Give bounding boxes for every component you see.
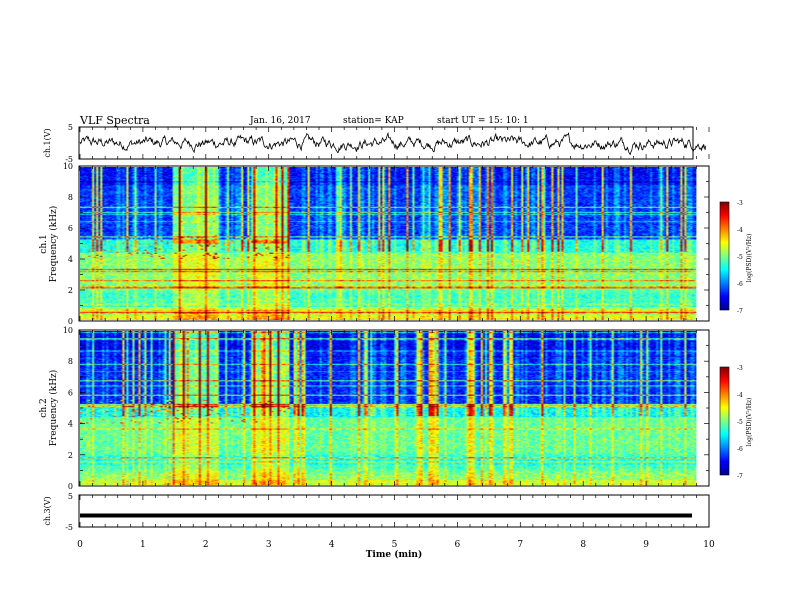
ch3-waveform-ylabel: ch.3(V) [43,496,52,525]
ch2-spectrogram-ylabel-freq: Frequency (kHz) [48,370,59,447]
station-label: station= KAP [343,116,404,126]
ch2-cb-tick-m3: -3 [737,365,743,372]
y-tick-label: 0 [68,482,73,491]
ch2-colorbar-label: log(PSD)(V²/Hz) [746,398,753,447]
ch2-spectrogram-panel: 0 2 4 6 8 10 ch.2 Frequency (kHz) [39,326,710,491]
y-tick-label: 4 [68,420,73,429]
ch1-waveform-frame [78,126,694,160]
y-tick-label: 4 [68,255,73,264]
ch3-waveform-panel: 5 -5 ch.3(V) 0 1 2 3 4 5 6 7 8 9 10 Time (min) [43,492,715,560]
ch2-spectrogram-xticks [79,330,710,486]
ch2-spectrogram-yticks: 0 2 4 6 8 10 [63,326,709,491]
ch1-colorbar-gradient [719,201,730,311]
x-tick-label: 8 [580,540,586,550]
ch1-waveform-ylabel: ch.1(V) [43,128,52,157]
ch2-cb-tick-m7: -7 [737,473,743,480]
ch1-spectrogram-xticks [79,166,710,321]
ch2-cb-tick-m5: -5 [737,419,743,426]
y-tick-label: 10 [63,162,73,171]
x-tick-label: 10 [703,540,715,550]
start-time-label: start UT = 15: 10: 1 [437,116,529,126]
ch2-cb-tick-m4: -4 [737,392,743,399]
ch1-colorbar-label: log(PSD)(V²/Hz) [746,234,753,283]
x-tick-label: 9 [643,540,649,550]
ch1-colorbar: -3 -4 -5 -6 -7 log(PSD)(V²/Hz) [719,200,753,315]
ch1-waveform-xticks [79,127,710,159]
x-tick-label: 0 [77,540,83,550]
date-label: Jan. 16, 2017 [249,116,311,126]
ch1-cb-tick-m6: -6 [737,281,743,288]
ch1-ytick-top: 5 [68,123,73,132]
ch3-waveform-xticks [79,495,710,527]
ch1-spectrogram-image [80,167,697,320]
ch2-spectrogram-ylabel-channel: ch.2 [39,398,49,417]
x-tick-label: 2 [203,540,209,550]
x-tick-label: 3 [266,540,272,550]
y-tick-label: 0 [68,317,73,326]
ch1-cb-tick-m4: -4 [737,227,743,234]
ch3-waveform-trace [80,513,692,518]
ch2-spectrogram-image [80,331,697,485]
ch1-spectrogram-ylabel-channel: ch.1 [39,234,49,253]
x-tick-label: 4 [329,540,335,550]
figure-title: VLF Spectra [79,114,150,127]
time-axis-tick-labels: 0 1 2 3 4 5 6 7 8 9 10 [77,540,715,550]
ch1-spectrogram-yticks: 0 2 4 6 8 10 [63,162,709,326]
y-tick-label: 6 [68,224,73,233]
ch1-waveform-trace [79,131,707,156]
x-tick-label: 1 [140,540,146,550]
x-tick-label: 5 [392,540,398,550]
x-tick-label: 6 [455,540,461,550]
time-axis-label: Time (min) [366,549,423,560]
ch1-spectrogram-panel: 0 2 4 6 8 10 ch.1 Frequency (kHz) [39,162,710,326]
ch1-spectrogram-ylabel-freq: Frequency (kHz) [48,206,59,283]
y-tick-label: 2 [68,451,73,460]
ch2-cb-tick-m6: -6 [737,446,743,453]
ch2-colorbar-gradient [719,366,730,476]
ch3-ytick-top: 5 [68,492,73,501]
y-tick-label: 8 [68,357,73,366]
ch2-colorbar: -3 -4 -5 -6 -7 log(PSD)(V²/Hz) [719,365,753,480]
ch1-cb-tick-m5: -5 [737,254,743,261]
x-tick-label: 7 [517,540,523,550]
ch1-ytick-bottom: -5 [65,155,73,164]
y-tick-label: 2 [68,286,73,295]
y-tick-label: 10 [63,326,73,335]
ch1-cb-tick-m7: -7 [737,308,743,315]
y-tick-label: 6 [68,388,73,397]
y-tick-label: 8 [68,193,73,202]
ch1-waveform-panel: 5 -5 ch.1(V) [43,123,710,164]
ch3-ytick-bottom: -5 [65,523,73,532]
ch1-cb-tick-m3: -3 [737,200,743,207]
ch3-waveform-frame [78,494,710,528]
